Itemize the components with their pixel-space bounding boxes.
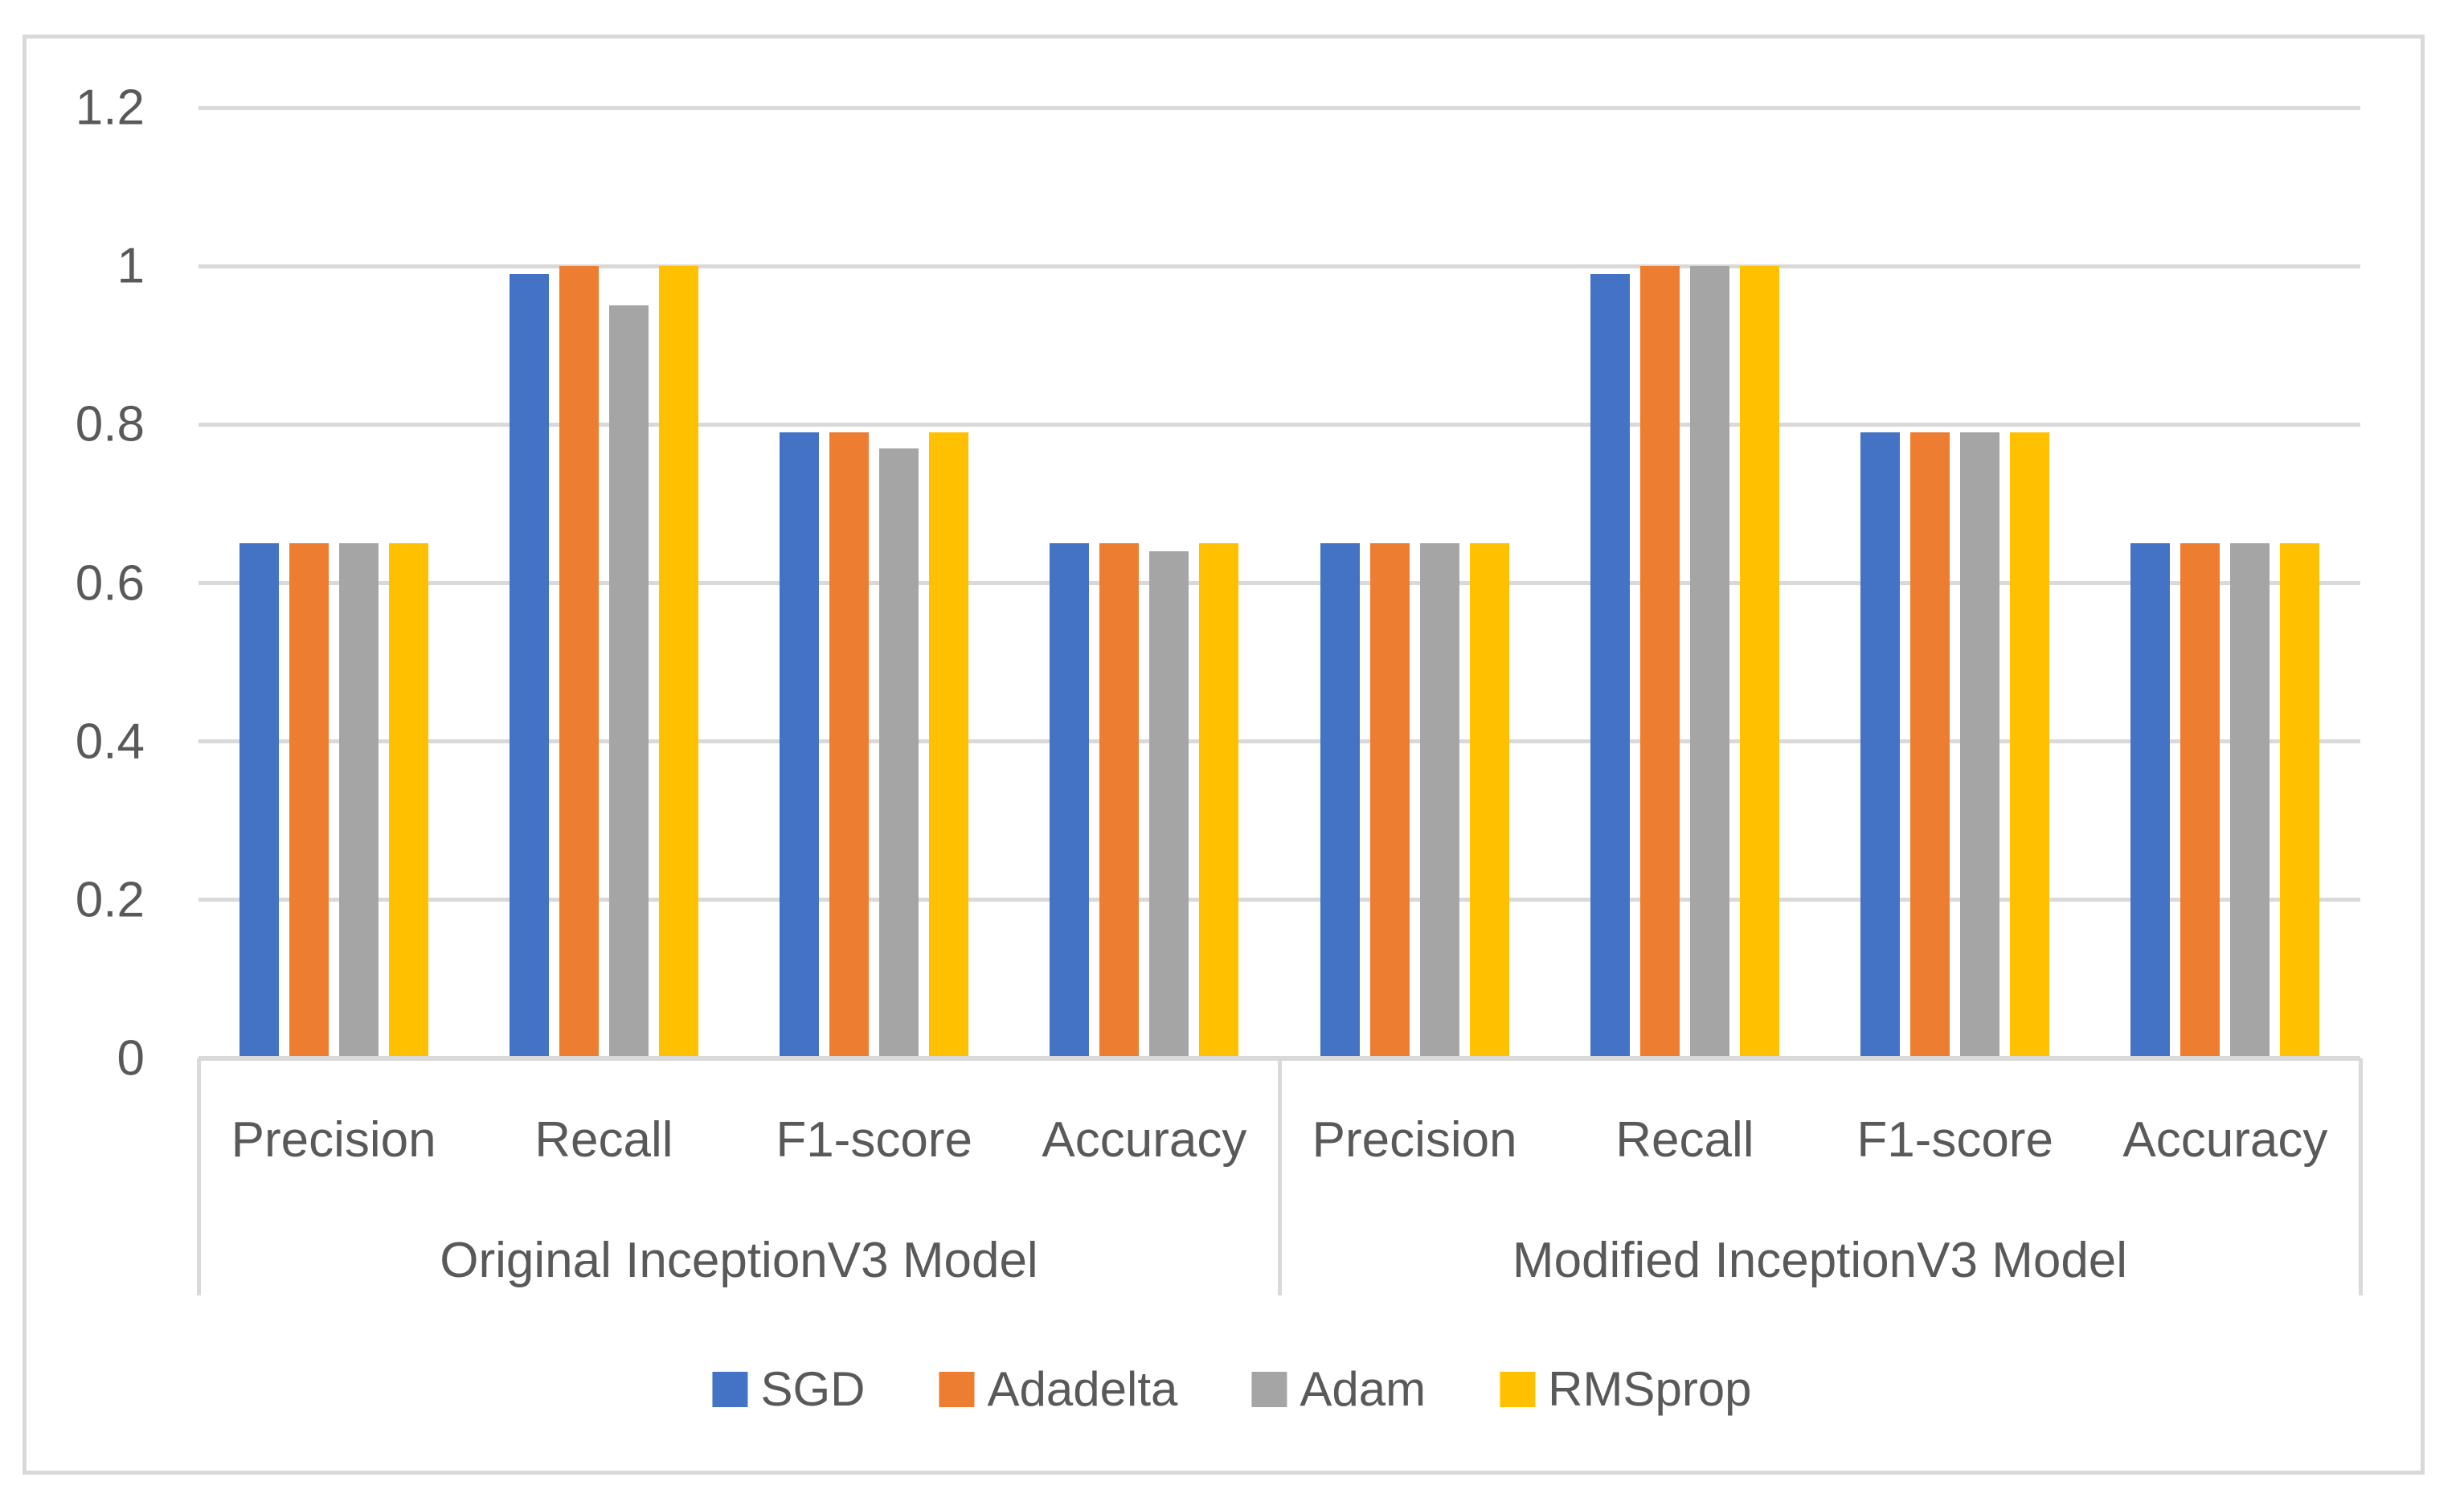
- y-tick-label: 0.2: [75, 872, 145, 928]
- gridline: [199, 898, 2360, 902]
- legend-item-rmsprop: RMSprop: [1500, 1361, 1752, 1417]
- legend-item-adam: Adam: [1251, 1361, 1426, 1417]
- bar-adadelta-modified-precision: [1369, 543, 1410, 1058]
- y-tick-label: 0.6: [75, 555, 145, 611]
- bar-adadelta-original-accuracy: [1099, 543, 1140, 1058]
- y-tick-label: 0.8: [75, 396, 145, 452]
- bar-sgd-modified-accuracy: [2130, 543, 2171, 1058]
- gridline: [199, 422, 2360, 427]
- bar-adadelta-original-f1-score: [829, 432, 870, 1058]
- gridline: [199, 739, 2360, 744]
- x-category-label: Accuracy: [1042, 1112, 1247, 1168]
- y-tick-label: 0.4: [75, 714, 145, 770]
- legend-label: SGD: [760, 1362, 866, 1416]
- bar-adam-original-accuracy: [1149, 551, 1189, 1058]
- x-category-label: F1-score: [776, 1112, 972, 1168]
- bar-adam-modified-f1-score: [1960, 432, 2000, 1058]
- bar-sgd-original-recall: [509, 274, 549, 1058]
- y-tick-label: 0: [117, 1030, 145, 1086]
- bar-sgd-original-f1-score: [780, 432, 820, 1058]
- bar-rmsprop-original-f1-score: [929, 432, 969, 1058]
- axis-group-separator-0: [196, 1058, 201, 1295]
- bar-rmsprop-modified-recall: [1739, 266, 1779, 1058]
- bar-adadelta-modified-recall: [1639, 266, 1680, 1058]
- legend-swatch-sgd: [712, 1371, 748, 1407]
- bar-rmsprop-original-recall: [658, 266, 698, 1058]
- bar-adam-modified-recall: [1689, 266, 1729, 1058]
- x-category-label: Recall: [1615, 1112, 1754, 1168]
- bar-adadelta-modified-f1-score: [1910, 432, 1950, 1058]
- bar-adam-modified-precision: [1419, 543, 1459, 1058]
- bar-adam-original-recall: [608, 305, 649, 1058]
- bar-adam-original-f1-score: [879, 448, 919, 1058]
- bar-adadelta-original-precision: [289, 543, 329, 1058]
- y-tick-label: 1.2: [75, 80, 145, 136]
- bar-adadelta-modified-accuracy: [2180, 543, 2220, 1058]
- bar-rmsprop-original-accuracy: [1199, 543, 1239, 1058]
- figure-border: [23, 35, 2425, 1475]
- x-category-label: Precision: [1312, 1112, 1517, 1168]
- legend-label: Adam: [1300, 1362, 1426, 1416]
- x-category-label: F1-score: [1856, 1112, 2053, 1168]
- gridline: [199, 105, 2360, 110]
- legend-swatch-rmsprop: [1500, 1371, 1536, 1407]
- legend: SGD Adadelta Adam RMSprop: [712, 1361, 1752, 1417]
- x-category-label: Accuracy: [2122, 1112, 2328, 1168]
- gridline: [199, 264, 2360, 268]
- bar-adam-modified-accuracy: [2230, 543, 2270, 1058]
- axis-group-separator-2: [2358, 1058, 2363, 1295]
- bar-adadelta-original-recall: [559, 266, 599, 1058]
- bar-rmsprop-original-precision: [388, 543, 428, 1058]
- legend-item-adadelta: Adadelta: [939, 1361, 1177, 1417]
- bar-adam-original-precision: [338, 543, 379, 1058]
- bar-sgd-modified-f1-score: [1860, 432, 1901, 1058]
- legend-item-sgd: SGD: [712, 1361, 865, 1417]
- legend-swatch-adadelta: [939, 1371, 975, 1407]
- axis-group-separator-1: [1277, 1058, 1282, 1295]
- bar-sgd-original-accuracy: [1050, 543, 1090, 1058]
- legend-label: RMSprop: [1548, 1362, 1752, 1416]
- x-category-label: Precision: [231, 1112, 436, 1168]
- bar-sgd-modified-recall: [1590, 274, 1630, 1058]
- bar-rmsprop-modified-accuracy: [2280, 543, 2320, 1058]
- bar-rmsprop-modified-precision: [1469, 543, 1509, 1058]
- gridline: [199, 581, 2360, 585]
- y-tick-label: 1: [117, 238, 145, 294]
- x-group-label: Original InceptionV3 Model: [440, 1233, 1038, 1288]
- legend-swatch-adam: [1251, 1371, 1287, 1407]
- legend-label: Adadelta: [987, 1362, 1178, 1416]
- bar-sgd-modified-precision: [1320, 543, 1360, 1058]
- bar-rmsprop-modified-f1-score: [2010, 432, 2050, 1058]
- x-category-label: Recall: [534, 1112, 673, 1168]
- bar-sgd-original-precision: [239, 543, 279, 1058]
- x-group-label: Modified InceptionV3 Model: [1512, 1233, 2128, 1288]
